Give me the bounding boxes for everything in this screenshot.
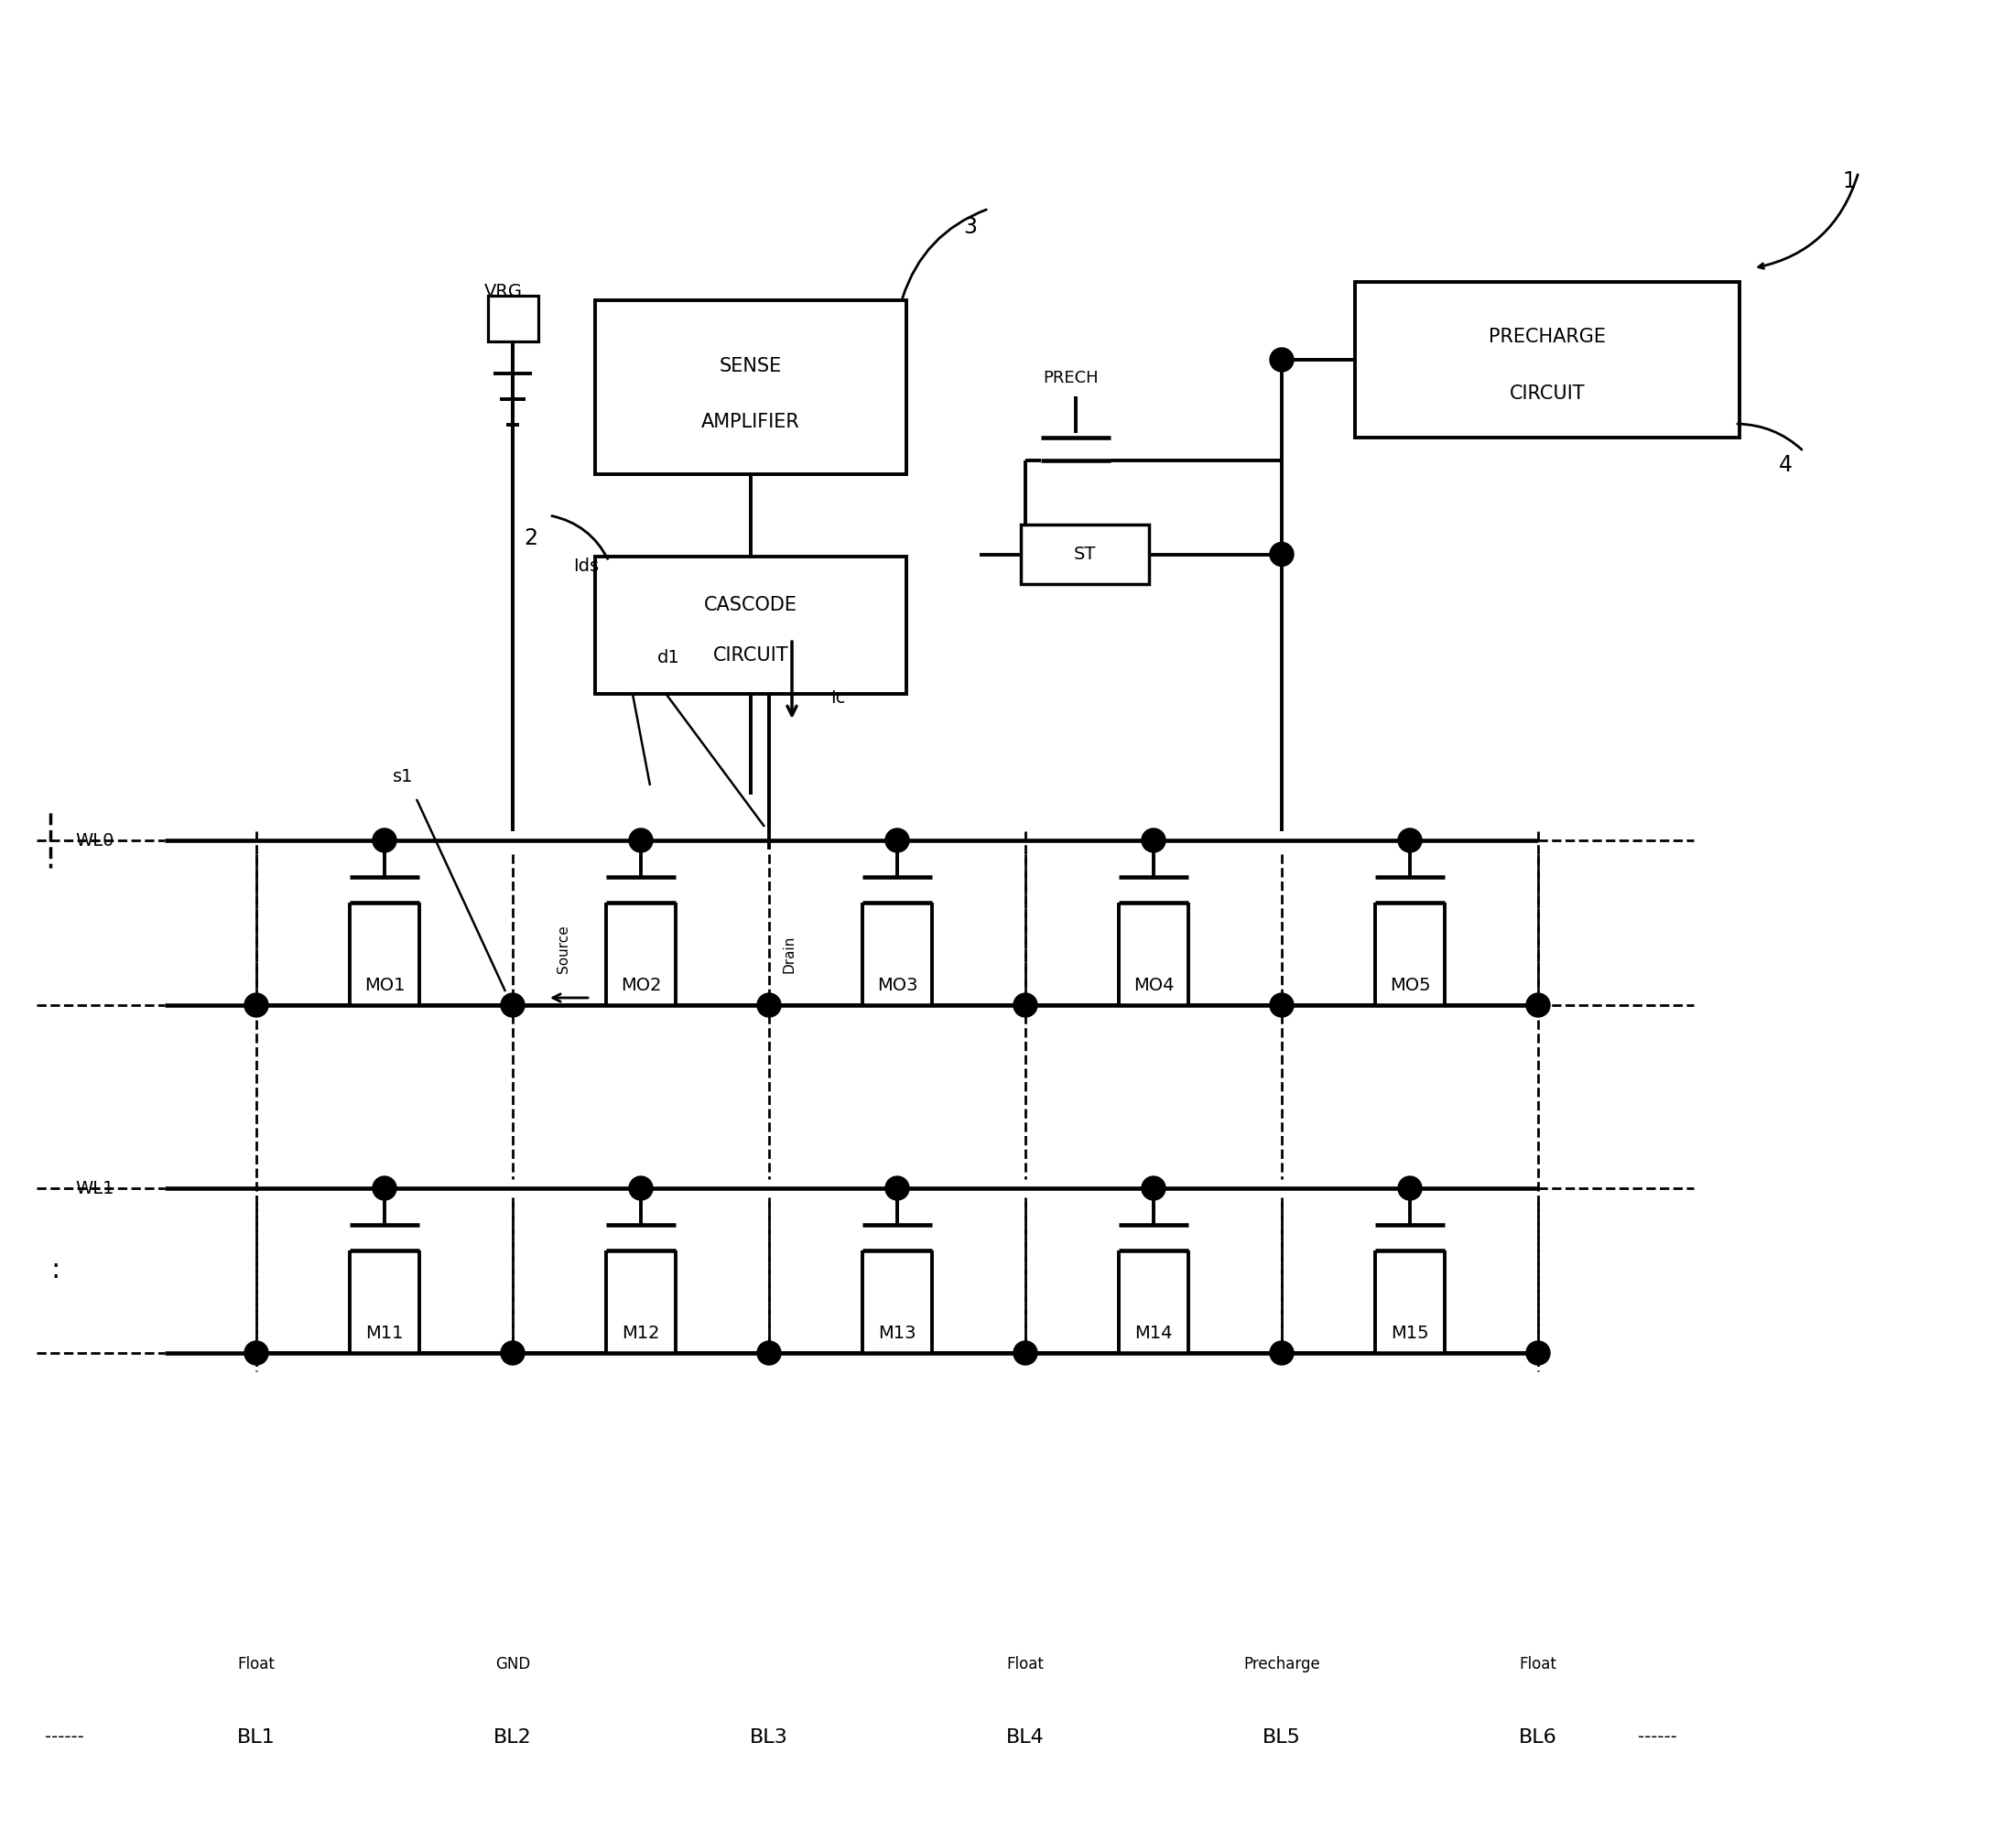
Circle shape xyxy=(373,1176,397,1200)
Circle shape xyxy=(1526,993,1550,1017)
Circle shape xyxy=(629,829,653,852)
Text: ------: ------ xyxy=(44,1728,83,1747)
Text: d1: d1 xyxy=(657,649,679,666)
Text: CIRCUIT: CIRCUIT xyxy=(1510,384,1585,402)
Text: ST: ST xyxy=(1075,545,1097,563)
Text: CIRCUIT: CIRCUIT xyxy=(714,646,788,664)
Circle shape xyxy=(1270,543,1294,567)
Text: BL3: BL3 xyxy=(750,1728,788,1747)
Text: Float: Float xyxy=(1006,1655,1044,1672)
Text: Float: Float xyxy=(1520,1655,1556,1672)
Text: 4: 4 xyxy=(1778,454,1792,476)
Text: Ic: Ic xyxy=(831,690,845,708)
Text: MO4: MO4 xyxy=(1133,977,1173,995)
Circle shape xyxy=(758,993,780,1017)
Circle shape xyxy=(500,993,524,1017)
Text: MO2: MO2 xyxy=(621,977,661,995)
Text: BL5: BL5 xyxy=(1262,1728,1300,1747)
Circle shape xyxy=(1397,829,1421,852)
Text: Source: Source xyxy=(556,925,571,973)
Text: s1: s1 xyxy=(393,768,413,785)
Text: 3: 3 xyxy=(964,216,978,238)
Circle shape xyxy=(1270,348,1294,371)
Text: 2: 2 xyxy=(524,527,538,549)
Circle shape xyxy=(373,829,397,852)
Text: SENSE: SENSE xyxy=(720,357,782,375)
Text: Precharge: Precharge xyxy=(1244,1655,1320,1672)
Text: GND: GND xyxy=(496,1655,530,1672)
Bar xyxy=(1020,525,1149,583)
Text: MO3: MO3 xyxy=(877,977,917,995)
Circle shape xyxy=(1141,829,1165,852)
Circle shape xyxy=(1270,993,1294,1017)
Text: M11: M11 xyxy=(365,1324,403,1342)
Text: Ids: Ids xyxy=(573,558,599,574)
Bar xyxy=(595,300,907,474)
Text: M14: M14 xyxy=(1135,1324,1173,1342)
Circle shape xyxy=(500,1341,524,1364)
Circle shape xyxy=(1141,1176,1165,1200)
Text: 1: 1 xyxy=(1843,170,1857,192)
Text: PRECH: PRECH xyxy=(1044,369,1099,386)
Text: M13: M13 xyxy=(879,1324,915,1342)
Text: M12: M12 xyxy=(621,1324,659,1342)
Text: MO5: MO5 xyxy=(1389,977,1429,995)
Text: :: : xyxy=(50,1257,60,1284)
Text: AMPLIFIER: AMPLIFIER xyxy=(702,413,800,432)
Text: BL2: BL2 xyxy=(494,1728,532,1747)
Circle shape xyxy=(1270,1341,1294,1364)
Circle shape xyxy=(758,1341,780,1364)
Text: BL6: BL6 xyxy=(1518,1728,1556,1747)
Circle shape xyxy=(1397,1176,1421,1200)
Text: WL1: WL1 xyxy=(75,1180,115,1196)
Text: Float: Float xyxy=(238,1655,274,1672)
Text: PRECHARGE: PRECHARGE xyxy=(1488,327,1607,346)
Circle shape xyxy=(885,829,909,852)
Text: ------: ------ xyxy=(1637,1728,1677,1747)
Circle shape xyxy=(629,1176,653,1200)
Bar xyxy=(595,556,907,693)
Circle shape xyxy=(1014,993,1038,1017)
Bar xyxy=(488,296,538,342)
Circle shape xyxy=(244,1341,268,1364)
Text: WL0: WL0 xyxy=(77,832,115,849)
Text: CASCODE: CASCODE xyxy=(704,596,798,615)
Text: MO1: MO1 xyxy=(365,977,405,995)
Text: VRG: VRG xyxy=(484,282,522,300)
Text: BL1: BL1 xyxy=(238,1728,276,1747)
Text: M15: M15 xyxy=(1391,1324,1429,1342)
Text: BL4: BL4 xyxy=(1006,1728,1044,1747)
Circle shape xyxy=(885,1176,909,1200)
Circle shape xyxy=(1526,1341,1550,1364)
Bar xyxy=(1355,282,1740,437)
Circle shape xyxy=(244,993,268,1017)
Text: Drain: Drain xyxy=(782,935,796,973)
Circle shape xyxy=(1014,1341,1038,1364)
